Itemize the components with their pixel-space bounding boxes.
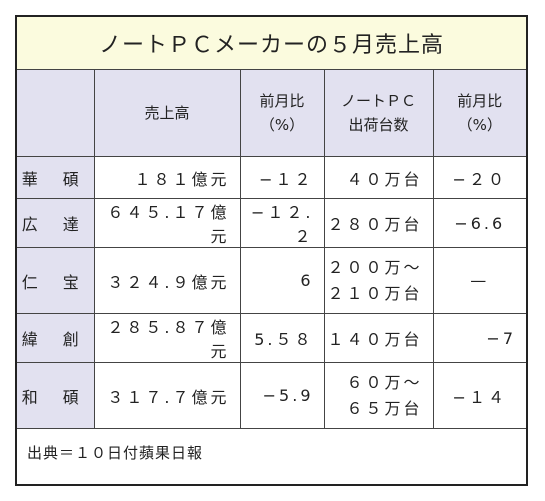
- sales-table-frame: ノートＰＣメーカーの５月売上高 売上高 前月比 （%） ノートＰＣ 出荷台数 前…: [15, 15, 528, 486]
- shipments-mom-value: −１４: [432, 362, 527, 429]
- shipments-value-line2: ２１０万台: [327, 283, 423, 303]
- revenue-mom-value: −１２.２: [239, 198, 325, 248]
- table-row: 華 碩 １８１億元 −１２ ４０万台 −２０: [17, 156, 527, 199]
- header-blank: [17, 69, 95, 157]
- sales-table: ノートＰＣメーカーの５月売上高 売上高 前月比 （%） ノートＰＣ 出荷台数 前…: [17, 17, 527, 475]
- header-revenue-mom: 前月比 （%）: [239, 69, 325, 157]
- header-shipments: ノートＰＣ 出荷台数: [323, 69, 434, 157]
- table-row: 和 碩 ３１７.７億元 −5.9 ６０万〜 ６５万台 −１４: [17, 362, 527, 429]
- revenue-value: ３２４.９億元: [93, 247, 241, 314]
- shipments-value: ４０万台: [323, 156, 434, 199]
- header-revenue: 売上高: [93, 69, 241, 157]
- shipments-mom-value: −7: [432, 313, 527, 363]
- header-row: 売上高 前月比 （%） ノートＰＣ 出荷台数 前月比 （%）: [17, 69, 527, 157]
- shipments-mom-value: −6.6: [432, 198, 527, 248]
- source-note: 出典＝１０日付蘋果日報: [17, 428, 527, 475]
- revenue-mom-value: −１２: [239, 156, 325, 199]
- company-name: 広 達: [17, 198, 95, 248]
- company-name: 仁 宝: [17, 247, 95, 314]
- header-shipments-mom-line2: （%）: [457, 116, 502, 134]
- shipments-value: ６０万〜 ６５万台: [323, 362, 434, 429]
- revenue-mom-value: −5.9: [239, 362, 325, 429]
- revenue-mom-value: 5.５８: [239, 313, 325, 363]
- shipments-mom-value: −２０: [432, 156, 527, 199]
- header-shipments-mom: 前月比 （%）: [432, 69, 527, 157]
- shipments-value-line1: ２００万〜: [327, 257, 423, 277]
- shipments-value-line2: ６５万台: [346, 398, 423, 418]
- revenue-value: ２８５.８７億元: [93, 313, 241, 363]
- shipments-value: ２００万〜 ２１０万台: [323, 247, 434, 314]
- header-shipments-line1: ノートＰＣ: [340, 92, 416, 110]
- table-title: ノートＰＣメーカーの５月売上高: [17, 17, 527, 70]
- company-name: 緯 創: [17, 313, 95, 363]
- company-name: 和 碩: [17, 362, 95, 429]
- shipments-value-line1: ６０万〜: [346, 372, 423, 392]
- revenue-value: １８１億元: [93, 156, 241, 199]
- company-name: 華 碩: [17, 156, 95, 199]
- header-revenue-mom-line1: 前月比: [259, 92, 305, 110]
- shipments-value: ２８０万台: [323, 198, 434, 248]
- shipments-value: １４０万台: [323, 313, 434, 363]
- table-row: 仁 宝 ３２４.９億元 6 ２００万〜 ２１０万台 —: [17, 247, 527, 314]
- table-row: 広 達 ６４５.１７億元 −１２.２ ２８０万台 −6.6: [17, 198, 527, 248]
- header-shipments-line2: 出荷台数: [348, 116, 409, 134]
- revenue-mom-value: 6: [239, 247, 325, 314]
- revenue-value: ３１７.７億元: [93, 362, 241, 429]
- revenue-value: ６４５.１７億元: [93, 198, 241, 248]
- table-row: 緯 創 ２８５.８７億元 5.５８ １４０万台 −7: [17, 313, 527, 363]
- shipments-mom-value: —: [432, 247, 527, 314]
- header-revenue-mom-line2: （%）: [259, 116, 305, 134]
- header-shipments-mom-line1: 前月比: [457, 92, 503, 110]
